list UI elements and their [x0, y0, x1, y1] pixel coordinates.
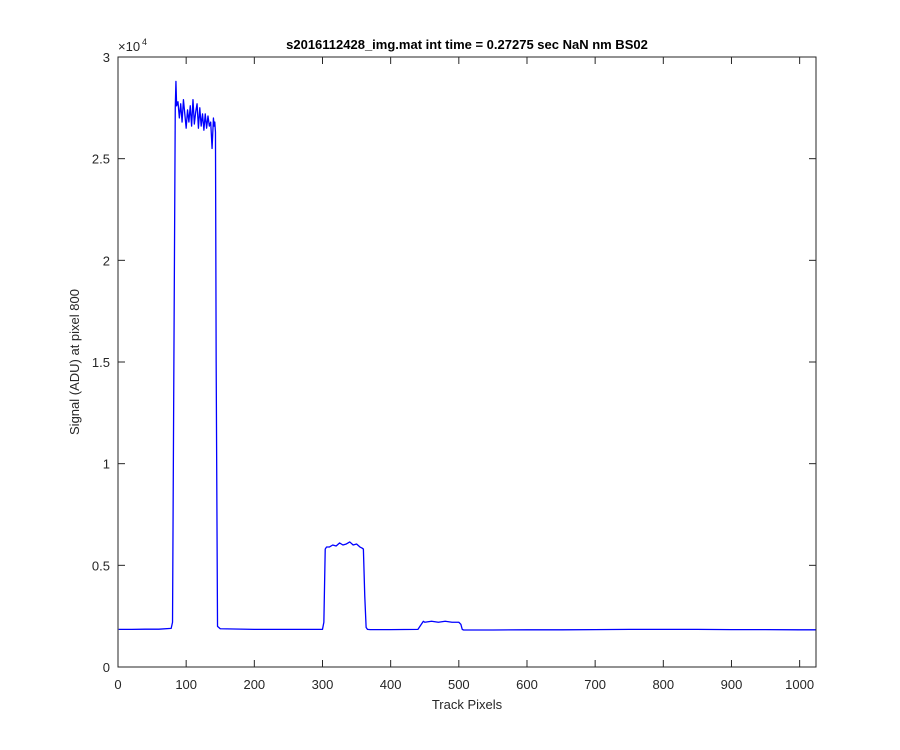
plot-area: [118, 57, 816, 667]
y-exponent-label: ×10 4: [118, 37, 147, 54]
x-tick-label: 700: [584, 677, 606, 692]
y-exponent-power: 4: [142, 37, 147, 47]
x-tick-label: 200: [243, 677, 265, 692]
x-tick-label: 300: [312, 677, 334, 692]
x-tick-label: 100: [175, 677, 197, 692]
y-tick-label: 3: [103, 50, 110, 65]
y-axis-label: Signal (ADU) at pixel 800: [67, 289, 82, 435]
tick-layer: 0 100 200 300 400 500 600 700 800 900 1000 0 0.5 1 1.5…: [92, 50, 816, 692]
x-tick-label: 800: [652, 677, 674, 692]
y-tick-label: 1: [103, 457, 110, 472]
x-tick-label: 500: [448, 677, 470, 692]
y-tick-label: 2: [103, 253, 110, 268]
x-tick-label: 400: [380, 677, 402, 692]
axes-box: [117, 56, 817, 668]
y-tick-label: 0.5: [92, 558, 110, 573]
chart-title: s2016112428_img.mat int time = 0.27275 s…: [286, 37, 648, 52]
y-exponent-base: ×10: [118, 39, 140, 54]
x-tick-label: 1000: [785, 677, 814, 692]
y-tick-label: 2.5: [92, 152, 110, 167]
x-tick-label: 600: [516, 677, 538, 692]
x-tick-label: 0: [114, 677, 121, 692]
x-tick-label: 900: [721, 677, 743, 692]
y-tick-label: 1.5: [92, 355, 110, 370]
data-layer: [118, 80, 816, 631]
series-line-0: [118, 80, 816, 631]
x-axis-label: Track Pixels: [432, 697, 503, 712]
y-tick-label: 0: [103, 660, 110, 675]
